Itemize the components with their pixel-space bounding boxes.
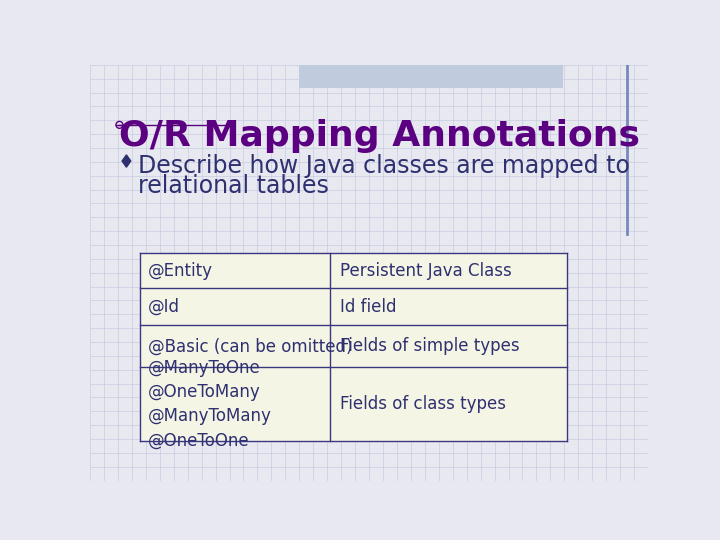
- Text: @Basic (can be omitted): @Basic (can be omitted): [148, 338, 353, 355]
- Text: O/R Mapping Annotations: O/R Mapping Annotations: [120, 119, 641, 153]
- Text: Persistent Java Class: Persistent Java Class: [340, 262, 511, 280]
- Polygon shape: [122, 155, 131, 167]
- Text: Id field: Id field: [340, 298, 396, 315]
- Text: @ManyToOne
@OneToMany
@ManyToMany
@OneToOne: @ManyToOne @OneToMany @ManyToMany @OneTo…: [148, 359, 272, 449]
- Text: @Entity: @Entity: [148, 262, 213, 280]
- Text: @Id: @Id: [148, 298, 180, 315]
- Bar: [140, 325, 567, 367]
- Bar: [140, 288, 567, 325]
- Bar: [140, 253, 567, 288]
- Text: Describe how Java classes are mapped to: Describe how Java classes are mapped to: [138, 154, 630, 178]
- Text: Fields of simple types: Fields of simple types: [340, 338, 519, 355]
- Text: relational tables: relational tables: [138, 174, 329, 198]
- Text: Fields of class types: Fields of class types: [340, 395, 505, 413]
- Bar: [140, 367, 567, 441]
- Bar: [300, 65, 563, 88]
